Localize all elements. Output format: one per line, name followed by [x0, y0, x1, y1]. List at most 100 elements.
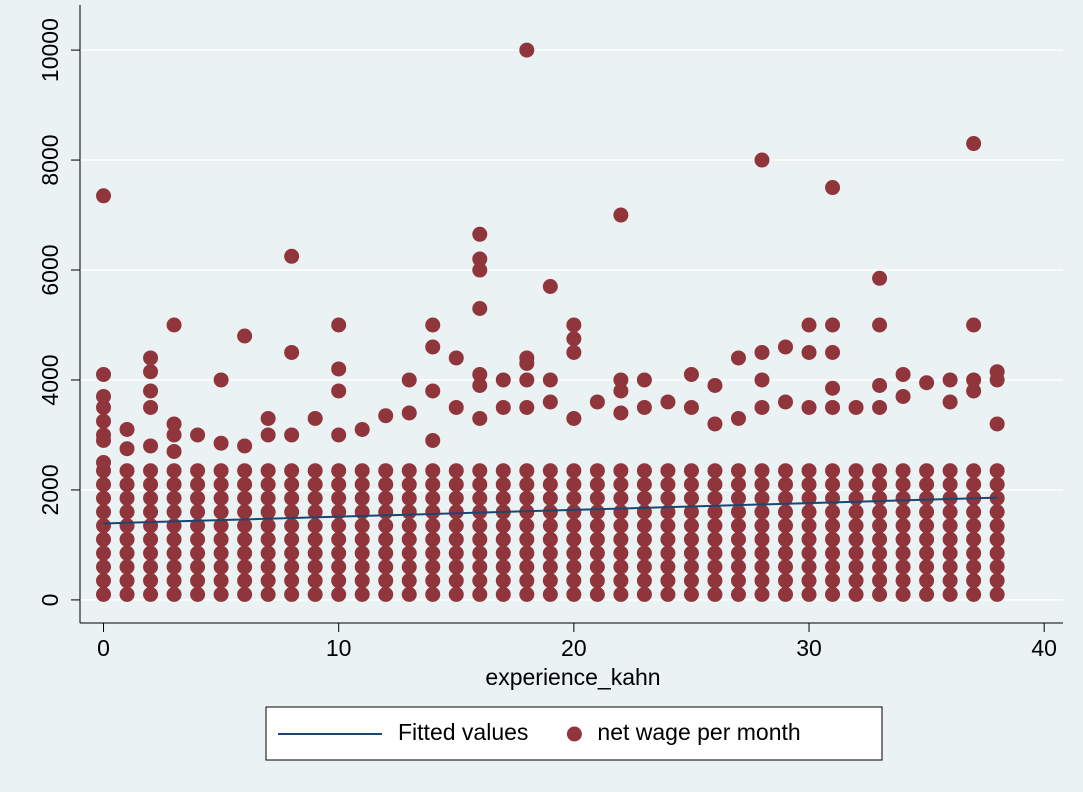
scatter-point [96, 573, 112, 589]
scatter-point [942, 573, 958, 589]
scatter-point [307, 463, 323, 479]
scatter-point [801, 518, 817, 534]
scatter-point [848, 573, 864, 589]
scatter-point [96, 504, 112, 520]
scatter-point [613, 372, 629, 388]
scatter-point [331, 476, 347, 492]
scatter-point [448, 545, 464, 561]
scatter-point [143, 504, 159, 520]
scatter-point [966, 545, 982, 561]
scatter-point [683, 573, 699, 589]
scatter-point [966, 463, 982, 479]
scatter-point [919, 573, 935, 589]
scatter-point [425, 317, 441, 333]
scatter-point [848, 504, 864, 520]
scatter-point [331, 518, 347, 534]
scatter-point [966, 559, 982, 575]
scatter-point [778, 559, 794, 575]
scatter-point [825, 180, 841, 196]
scatter-point [284, 490, 300, 506]
scatter-point [872, 476, 888, 492]
scatter-point [942, 463, 958, 479]
scatter-point [472, 410, 488, 426]
scatter-point [166, 443, 182, 459]
scatter-point [401, 372, 417, 388]
scatter-point [143, 399, 159, 415]
scatter-point [778, 518, 794, 534]
scatter-point [495, 476, 511, 492]
scatter-point [848, 490, 864, 506]
scatter-point [778, 476, 794, 492]
legend-label: net wage per month [597, 719, 800, 745]
scatter-point [989, 573, 1005, 589]
scatter-point [848, 476, 864, 492]
scatter-point [378, 408, 394, 424]
scatter-point [707, 476, 723, 492]
scatter-point [754, 490, 770, 506]
scatter-point [354, 545, 370, 561]
scatter-point [848, 545, 864, 561]
scatter-point [660, 586, 676, 602]
scatter-point [895, 463, 911, 479]
scatter-point [284, 531, 300, 547]
scatter-point [284, 559, 300, 575]
scatter-point [143, 476, 159, 492]
scatter-point [260, 476, 276, 492]
scatter-point [378, 586, 394, 602]
scatter-point [942, 394, 958, 410]
scatter-point [448, 559, 464, 575]
scatter-point [778, 531, 794, 547]
scatter-point [260, 573, 276, 589]
scatter-point [472, 490, 488, 506]
scatter-point [213, 518, 229, 534]
scatter-point [331, 545, 347, 561]
scatter-point [754, 463, 770, 479]
scatter-point [730, 531, 746, 547]
scatter-point [919, 490, 935, 506]
scatter-point [143, 573, 159, 589]
y-tick-label: 2000 [37, 464, 63, 515]
scatter-point [683, 366, 699, 382]
scatter-point [801, 559, 817, 575]
scatter-point [730, 586, 746, 602]
scatter-point [472, 559, 488, 575]
scatter-point [143, 463, 159, 479]
scatter-point [942, 586, 958, 602]
scatter-point [237, 518, 253, 534]
scatter-point [519, 463, 535, 479]
scatter-point [284, 476, 300, 492]
scatter-point [778, 463, 794, 479]
scatter-point [190, 559, 206, 575]
scatter-point [589, 490, 605, 506]
scatter-point [683, 490, 699, 506]
scatter-point [636, 463, 652, 479]
scatter-point [966, 573, 982, 589]
scatter-point [519, 350, 535, 366]
scatter-point [119, 531, 135, 547]
scatter-point [495, 372, 511, 388]
scatter-point [989, 504, 1005, 520]
scatter-point [872, 399, 888, 415]
scatter-point [331, 559, 347, 575]
scatter-point [119, 545, 135, 561]
scatter-point [307, 410, 323, 426]
scatter-point [707, 531, 723, 547]
scatter-point [801, 344, 817, 360]
scatter-point [613, 573, 629, 589]
scatter-point [425, 432, 441, 448]
scatter-point [848, 531, 864, 547]
y-tick-label: 6000 [37, 244, 63, 295]
scatter-point [143, 586, 159, 602]
scatter-point [401, 405, 417, 421]
scatter-point [825, 380, 841, 396]
scatter-point [848, 559, 864, 575]
scatter-point [895, 518, 911, 534]
scatter-point [801, 463, 817, 479]
scatter-point [707, 518, 723, 534]
scatter-point [872, 545, 888, 561]
scatter-point [425, 339, 441, 355]
scatter-point [895, 545, 911, 561]
scatter-point [895, 366, 911, 382]
y-tick-label: 4000 [37, 354, 63, 405]
